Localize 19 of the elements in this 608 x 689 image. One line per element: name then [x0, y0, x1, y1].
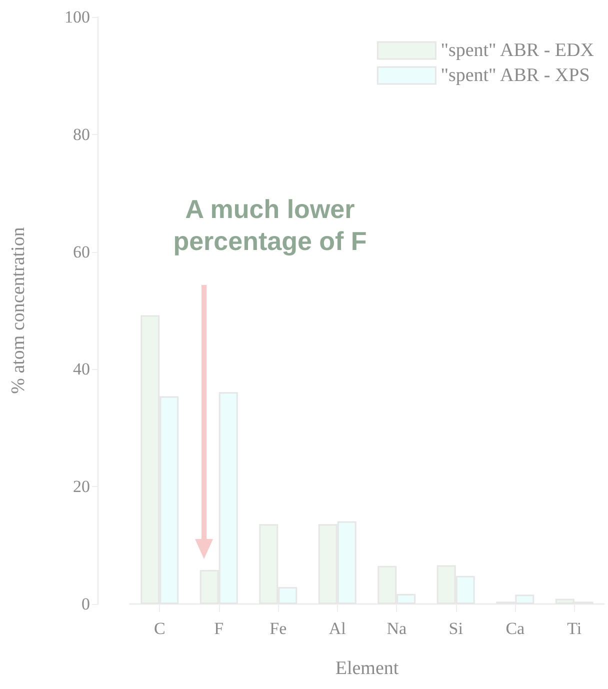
legend-label: "spent" ABR - EDX	[440, 40, 594, 61]
x-tick-label: Ca	[506, 619, 526, 638]
y-tick-label: 20	[73, 477, 90, 496]
legend-label: "spent" ABR - XPS	[440, 65, 590, 86]
y-tick-label: 60	[73, 242, 90, 262]
x-tick-label: F	[214, 619, 224, 638]
y-tick-label: 80	[73, 124, 90, 144]
x-tick-label: Na	[386, 619, 407, 638]
y-tick-label: 0	[82, 594, 90, 614]
x-axis-title: Element	[335, 658, 400, 679]
x-tick-label: C	[154, 619, 166, 638]
x-tick-label: Fe	[270, 619, 287, 638]
x-tick-label: Ti	[567, 619, 582, 638]
x-tick-label: Si	[448, 619, 464, 638]
y-tick-label: 40	[73, 360, 90, 379]
y-tick-label: 100	[64, 8, 90, 26]
annotation: A much lower percentage of F	[172, 193, 368, 257]
y-axis-title: % atom concentration	[8, 226, 29, 394]
x-tick-label: Al	[328, 619, 346, 638]
